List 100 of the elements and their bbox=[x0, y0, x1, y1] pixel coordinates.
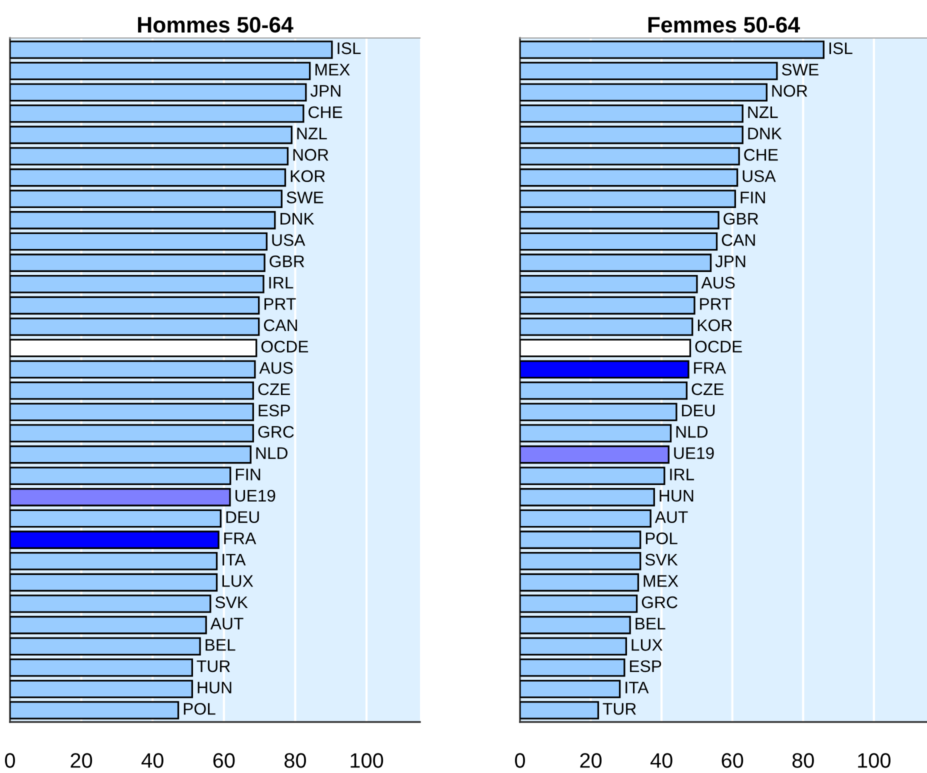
y-tick-label: DNK bbox=[748, 128, 782, 140]
bar bbox=[10, 190, 283, 208]
bar bbox=[520, 573, 640, 592]
y-tick-label: IRL bbox=[269, 276, 294, 288]
y-tick-label: OCDE bbox=[695, 340, 742, 353]
y-tick-label: JPN bbox=[310, 85, 340, 97]
y-tick-label: UE19 bbox=[674, 447, 714, 460]
y-tick-label: USA bbox=[742, 170, 776, 182]
y-tick-label: SVK bbox=[215, 596, 248, 608]
x-tick-label: 100 bbox=[858, 753, 890, 768]
bar bbox=[520, 466, 666, 486]
bar bbox=[520, 147, 740, 166]
y-tick-label: ESP bbox=[258, 404, 290, 416]
bar bbox=[10, 318, 260, 336]
y-tick-label: SWE bbox=[286, 192, 324, 204]
y-tick-label: TUR bbox=[602, 703, 636, 715]
y-tick-label: MEX bbox=[644, 575, 678, 587]
bar bbox=[10, 274, 264, 294]
bar bbox=[10, 126, 292, 144]
y-tick-label: AUT bbox=[654, 511, 688, 523]
chart-title: Femmes 50-64 bbox=[648, 16, 800, 33]
chart-title: Hommes 50-64 bbox=[138, 16, 294, 33]
y-tick-label: BEL bbox=[636, 618, 666, 630]
bar bbox=[520, 594, 638, 613]
bar bbox=[520, 488, 655, 506]
bar bbox=[520, 530, 642, 549]
y-tick-label: CAN bbox=[264, 319, 297, 332]
y-tick-label: AUS bbox=[701, 276, 735, 289]
y-tick-label: ITA bbox=[626, 682, 649, 694]
bar bbox=[520, 552, 642, 570]
bar bbox=[520, 190, 736, 208]
y-tick-label: ISL bbox=[338, 42, 361, 54]
bar bbox=[10, 424, 254, 442]
y-tick-label: KOR bbox=[698, 319, 732, 332]
bar bbox=[520, 40, 824, 59]
bar bbox=[520, 637, 628, 656]
bar bbox=[10, 680, 194, 698]
bar bbox=[10, 296, 260, 315]
bar bbox=[10, 402, 254, 422]
bar bbox=[10, 466, 232, 486]
y-tick-label: OCDE bbox=[261, 340, 308, 353]
y-tick-label: NZL bbox=[297, 128, 327, 140]
bar bbox=[520, 402, 678, 422]
y-tick-label: DNK bbox=[280, 213, 314, 224]
bar bbox=[10, 104, 304, 123]
y-tick-label: GRC bbox=[258, 426, 294, 438]
y-tick-label: SWE bbox=[782, 64, 818, 76]
y-tick-label: UE19 bbox=[236, 490, 276, 502]
bar bbox=[10, 147, 289, 166]
bar bbox=[520, 318, 694, 336]
bar bbox=[520, 445, 670, 464]
y-tick-label: FRA bbox=[224, 532, 256, 544]
y-tick-label: DEU bbox=[682, 404, 715, 416]
y-tick-label: CZE bbox=[258, 383, 290, 396]
bar bbox=[10, 530, 220, 549]
bar bbox=[520, 126, 744, 144]
x-tick-label: 0 bbox=[5, 753, 15, 768]
y-tick-label: NZL bbox=[748, 106, 778, 118]
y-tick-label: CZE bbox=[692, 383, 724, 396]
y-tick-label: NLD bbox=[256, 447, 288, 459]
bar bbox=[10, 254, 266, 272]
bar bbox=[520, 104, 744, 123]
bar bbox=[10, 62, 311, 80]
bar bbox=[520, 168, 738, 187]
bar bbox=[10, 509, 222, 528]
bar bbox=[10, 445, 252, 464]
bar bbox=[520, 62, 778, 80]
x-tick-label: 60 bbox=[213, 753, 235, 768]
bar bbox=[520, 232, 718, 251]
bar bbox=[10, 616, 207, 634]
y-tick-label: ISL bbox=[829, 42, 852, 54]
y-tick-label: NOR bbox=[293, 148, 328, 161]
y-tick-label: GBR bbox=[724, 212, 758, 225]
y-tick-label: HUN bbox=[660, 490, 694, 502]
y-tick-label: PRT bbox=[700, 298, 732, 310]
bar bbox=[520, 211, 720, 230]
y-tick-label: CAN bbox=[722, 234, 755, 246]
x-tick-label: 60 bbox=[722, 753, 744, 768]
bar bbox=[10, 637, 201, 656]
x-tick-label: 20 bbox=[580, 753, 602, 768]
y-tick-label: TUR bbox=[196, 660, 230, 672]
y-tick-label: FIN bbox=[236, 468, 260, 480]
bar bbox=[520, 274, 698, 294]
bar bbox=[10, 552, 218, 570]
bar bbox=[10, 382, 254, 400]
y-tick-label: GBR bbox=[270, 255, 304, 268]
bar bbox=[10, 658, 194, 677]
y-tick-label: ESP bbox=[630, 660, 662, 672]
y-tick-label: FRA bbox=[694, 362, 726, 374]
y-tick-label: AUT bbox=[210, 618, 244, 630]
y-tick-label: JPN bbox=[715, 256, 746, 268]
y-tick-label: LUX bbox=[632, 639, 662, 651]
y-tick-label: IRL bbox=[670, 468, 694, 480]
bar bbox=[520, 424, 672, 442]
y-tick-label: USA bbox=[272, 234, 306, 246]
x-tick-label: 0 bbox=[515, 753, 525, 768]
y-tick-label: GRC bbox=[642, 596, 678, 608]
x-tick-label: 20 bbox=[70, 753, 92, 768]
x-tick-label: 40 bbox=[650, 753, 672, 768]
y-tick-label: LUX bbox=[222, 575, 254, 587]
